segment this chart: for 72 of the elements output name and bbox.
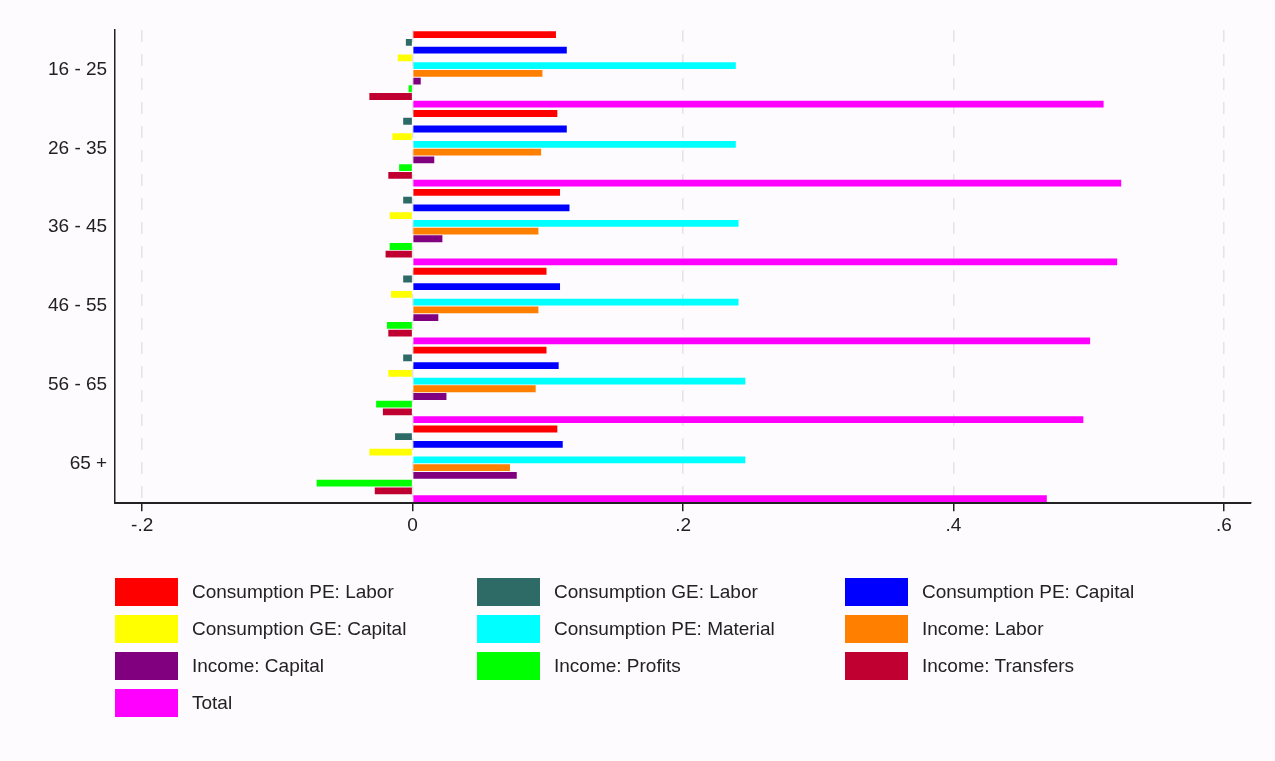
bar	[413, 306, 539, 314]
bar	[389, 212, 412, 219]
bar	[413, 69, 543, 77]
bar	[413, 219, 739, 227]
bar	[413, 471, 517, 479]
y-tick-label: 36 - 45	[48, 215, 108, 237]
bar	[403, 354, 412, 362]
bar	[389, 243, 412, 250]
bar	[413, 100, 1104, 108]
bar	[413, 148, 542, 156]
bar	[369, 93, 412, 100]
bar	[413, 110, 558, 117]
bar	[413, 46, 567, 54]
bar	[413, 495, 1047, 502]
x-tick-label: .4	[945, 513, 962, 535]
bar	[413, 188, 561, 196]
y-tick-label: 65 +	[69, 452, 108, 473]
bar	[403, 117, 412, 125]
legend-label: Income: Labor	[922, 618, 1044, 640]
y-tick-label: 56 - 65	[48, 373, 108, 395]
bar	[413, 416, 1084, 424]
bar	[385, 250, 412, 258]
legend-label: Consumption GE: Labor	[554, 581, 758, 603]
bar	[408, 85, 412, 93]
legend-label: Total	[192, 692, 233, 714]
x-tick-label: .6	[1216, 513, 1232, 535]
bar	[386, 321, 412, 329]
y-tick-label: 46 - 55	[48, 294, 108, 316]
bar	[395, 433, 412, 441]
bar	[388, 369, 412, 377]
legend-label: Consumption PE: Material	[554, 618, 775, 640]
bar	[405, 38, 412, 46]
bar	[392, 133, 412, 141]
bar	[413, 204, 570, 212]
bar	[413, 156, 435, 164]
bar	[413, 298, 739, 306]
bar	[413, 31, 556, 39]
bar	[413, 385, 536, 393]
legend-label: Income: Profits	[554, 655, 681, 677]
bar	[413, 464, 510, 472]
bar	[388, 171, 412, 179]
bar	[388, 329, 412, 337]
bar	[413, 314, 439, 322]
bar	[413, 283, 561, 291]
legend-label: Consumption PE: Labor	[192, 581, 394, 603]
bar	[403, 275, 412, 283]
bar	[399, 164, 412, 172]
legend-label: Income: Transfers	[922, 655, 1075, 677]
bar	[374, 487, 412, 495]
bar	[397, 54, 412, 62]
bar	[413, 362, 559, 369]
legend-label: Consumption PE: Capital	[922, 581, 1135, 603]
bar	[413, 141, 736, 148]
bar	[413, 77, 421, 85]
x-tick-label: -.2	[131, 513, 154, 535]
bar	[391, 291, 412, 298]
bar	[413, 62, 736, 69]
bar	[403, 196, 412, 204]
y-tick-label: 26 - 35	[48, 136, 108, 158]
legend-label: Consumption GE: Capital	[192, 618, 407, 640]
bar	[413, 346, 547, 354]
legend-label: Income: Capital	[192, 655, 325, 677]
bar	[413, 235, 443, 243]
bar	[413, 393, 447, 400]
x-tick-label: 0	[407, 513, 418, 535]
x-tick-label: .2	[675, 513, 692, 535]
y-tick-label: 16 - 25	[48, 57, 108, 79]
bar	[369, 448, 412, 456]
bar	[413, 337, 1091, 345]
bar	[413, 441, 563, 448]
bar	[413, 267, 547, 275]
bar	[376, 400, 412, 408]
